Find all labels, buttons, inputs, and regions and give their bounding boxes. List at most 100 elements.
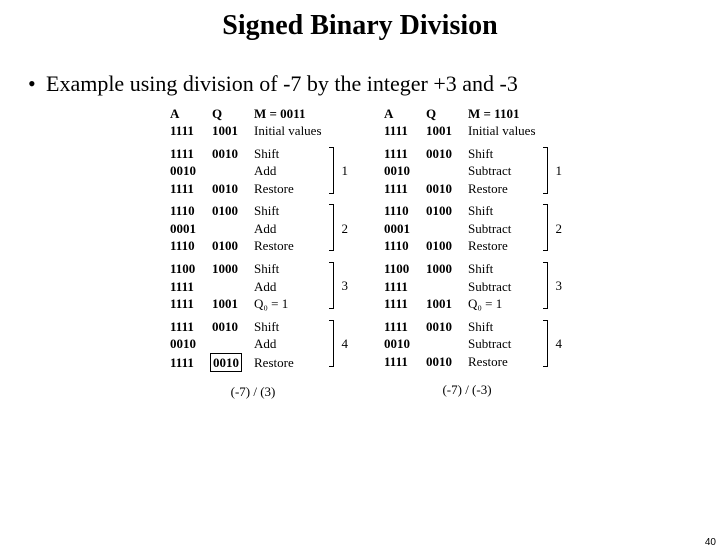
header-q: Q bbox=[212, 105, 254, 123]
cell-a: 1111 bbox=[384, 145, 426, 163]
table-header: AQM = 0011 bbox=[170, 105, 336, 123]
cell-q: 0100 bbox=[212, 237, 254, 255]
cell-q: 1000 bbox=[212, 260, 254, 278]
table-row: 0010Subtract bbox=[384, 335, 550, 353]
cell-op: Restore bbox=[254, 180, 336, 198]
cell-op: Shift bbox=[254, 202, 336, 220]
table-row: 11110010Shift bbox=[170, 318, 336, 336]
cell-op: Subtract bbox=[468, 162, 550, 180]
cell-op: Subtract bbox=[468, 220, 550, 238]
group-label: 3 bbox=[342, 277, 349, 295]
group-label: 2 bbox=[342, 220, 349, 238]
cell-a: 0001 bbox=[384, 220, 426, 238]
cell-op: Add bbox=[254, 220, 336, 238]
group-label: 1 bbox=[342, 162, 349, 180]
cell-q: 1000 bbox=[426, 260, 468, 278]
cell-op: Q₀ = 1 bbox=[254, 295, 336, 313]
cell-a: 1111 bbox=[384, 353, 426, 371]
cell-op: Shift bbox=[468, 318, 550, 336]
table-row: 11110010Shift bbox=[384, 145, 550, 163]
table-row: 11110010Restore bbox=[384, 180, 550, 198]
cell-op: Restore bbox=[468, 237, 550, 255]
cell-q: 0010 bbox=[212, 145, 254, 163]
cell-q: 0010 bbox=[426, 318, 468, 336]
table-row: 1111 Add bbox=[170, 278, 336, 296]
page-number: 40 bbox=[705, 537, 716, 548]
cell-a: 1110 bbox=[384, 202, 426, 220]
table-row: 1111 Subtract bbox=[384, 278, 550, 296]
group-bracket bbox=[332, 262, 334, 309]
cell-op: Shift bbox=[254, 260, 336, 278]
cell-q: 1001 bbox=[426, 295, 468, 313]
table-row: 11111001Q₀ = 1 bbox=[170, 295, 336, 313]
table-row: 11100100Shift bbox=[170, 202, 336, 220]
cell-a: 1111 bbox=[384, 318, 426, 336]
cell-op: Restore bbox=[254, 237, 336, 255]
header-a: A bbox=[170, 105, 212, 123]
cell-op: Q₀ = 1 bbox=[468, 295, 550, 313]
group-label: 4 bbox=[342, 335, 349, 353]
table-row: 11100100Shift bbox=[384, 202, 550, 220]
cell-op: Restore bbox=[254, 354, 336, 372]
cell-op: Shift bbox=[468, 260, 550, 278]
bullet-content: Example using division of -7 by the inte… bbox=[46, 71, 518, 96]
cell-a: 1110 bbox=[170, 237, 212, 255]
cell-a: 0010 bbox=[384, 162, 426, 180]
tables-container: AQM = 001111111001Initial values11110010… bbox=[0, 105, 720, 401]
table-row: 11110010Shift bbox=[170, 145, 336, 163]
step-group: 11100100Shift0001Add11100100Restore2 bbox=[170, 202, 336, 255]
bullet-text: •Example using division of -7 by the int… bbox=[28, 70, 720, 99]
cell-a: 1111 bbox=[170, 354, 212, 372]
cell-op: Subtract bbox=[468, 278, 550, 296]
step-group: 11110010Shift0010Subtract11110010Restore… bbox=[384, 318, 550, 371]
group-label: 4 bbox=[556, 335, 563, 353]
cell-op: Shift bbox=[254, 318, 336, 336]
table-row: 11110010Restore bbox=[170, 353, 336, 373]
division-table-left: AQM = 001111111001Initial values11110010… bbox=[170, 105, 336, 401]
table-row: 11111001Initial values bbox=[384, 122, 550, 140]
cell-op: Shift bbox=[254, 145, 336, 163]
group-label: 1 bbox=[556, 162, 563, 180]
cell-a: 1100 bbox=[384, 260, 426, 278]
cell-a: 1111 bbox=[170, 278, 212, 296]
group-bracket bbox=[546, 147, 548, 194]
table-header: AQM = 1101 bbox=[384, 105, 550, 123]
table-row: 11111001Q₀ = 1 bbox=[384, 295, 550, 313]
cell-q: 1001 bbox=[212, 295, 254, 313]
cell-op: Initial values bbox=[468, 122, 550, 140]
cell-a: 0001 bbox=[170, 220, 212, 238]
group-bracket bbox=[546, 262, 548, 309]
cell-op: Add bbox=[254, 278, 336, 296]
division-table-right: AQM = 110111111001Initial values11110010… bbox=[384, 105, 550, 401]
cell-a: 1111 bbox=[170, 295, 212, 313]
cell-q: 0010 bbox=[212, 180, 254, 198]
step-group: 11110010Shift0010Add11110010Restore4 bbox=[170, 318, 336, 373]
cell-q: 0010 bbox=[426, 145, 468, 163]
cell-op: Initial values bbox=[254, 122, 336, 140]
cell-op: Shift bbox=[468, 202, 550, 220]
group-bracket bbox=[332, 320, 334, 367]
cell-a: 1111 bbox=[384, 278, 426, 296]
cell-a: 1110 bbox=[170, 202, 212, 220]
group-bracket bbox=[332, 204, 334, 251]
cell-a: 1111 bbox=[384, 295, 426, 313]
cell-q: 0010 bbox=[426, 180, 468, 198]
cell-q: 0100 bbox=[426, 237, 468, 255]
step-group: 11100100Shift0001 Subtract 11100100Restore… bbox=[384, 202, 550, 255]
cell-a: 1110 bbox=[384, 237, 426, 255]
table-row: 11111001Initial values bbox=[170, 122, 336, 140]
header-a: A bbox=[384, 105, 426, 123]
step-group: 11111001Initial values bbox=[384, 122, 550, 140]
cell-a: 1111 bbox=[384, 180, 426, 198]
cell-op: Restore bbox=[468, 353, 550, 371]
table-row: 11110010Restore bbox=[170, 180, 336, 198]
table-row: 11110010Restore bbox=[384, 353, 550, 371]
cell-q: 0010 bbox=[426, 353, 468, 371]
cell-q: 1001 bbox=[212, 122, 254, 140]
table-caption: (-7) / (-3) bbox=[384, 381, 550, 399]
cell-op: Add bbox=[254, 335, 336, 353]
cell-q: 0010 bbox=[212, 318, 254, 336]
cell-q: 0010 bbox=[212, 353, 254, 373]
cell-a: 1111 bbox=[170, 318, 212, 336]
cell-op: Restore bbox=[468, 180, 550, 198]
